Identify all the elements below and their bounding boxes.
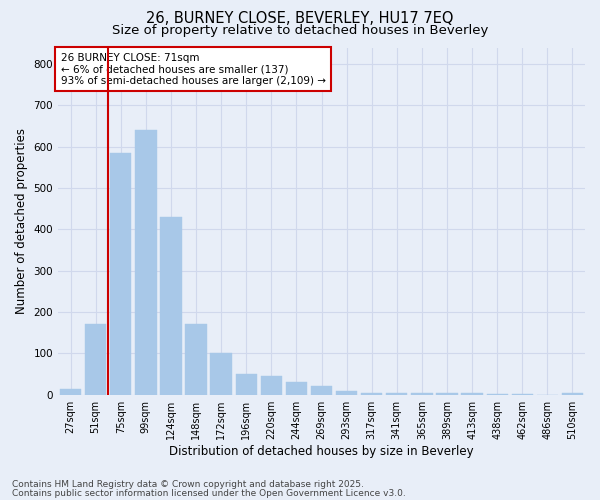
X-axis label: Distribution of detached houses by size in Beverley: Distribution of detached houses by size … [169, 444, 474, 458]
Text: 26 BURNEY CLOSE: 71sqm
← 6% of detached houses are smaller (137)
93% of semi-det: 26 BURNEY CLOSE: 71sqm ← 6% of detached … [61, 52, 326, 86]
Bar [60, 388, 81, 394]
Bar [110, 153, 131, 394]
Text: Contains public sector information licensed under the Open Government Licence v3: Contains public sector information licen… [12, 488, 406, 498]
Bar [135, 130, 157, 394]
Bar [85, 324, 106, 394]
Bar [336, 390, 357, 394]
Bar [386, 393, 407, 394]
Text: Size of property relative to detached houses in Beverley: Size of property relative to detached ho… [112, 24, 488, 37]
Y-axis label: Number of detached properties: Number of detached properties [15, 128, 28, 314]
Bar [361, 392, 382, 394]
Bar [436, 393, 458, 394]
Bar [286, 382, 307, 394]
Bar [311, 386, 332, 394]
Bar [211, 354, 232, 395]
Text: 26, BURNEY CLOSE, BEVERLEY, HU17 7EQ: 26, BURNEY CLOSE, BEVERLEY, HU17 7EQ [146, 11, 454, 26]
Bar [411, 392, 433, 394]
Bar [185, 324, 207, 394]
Bar [160, 217, 182, 394]
Bar [236, 374, 257, 394]
Text: Contains HM Land Registry data © Crown copyright and database right 2025.: Contains HM Land Registry data © Crown c… [12, 480, 364, 489]
Bar [260, 376, 282, 394]
